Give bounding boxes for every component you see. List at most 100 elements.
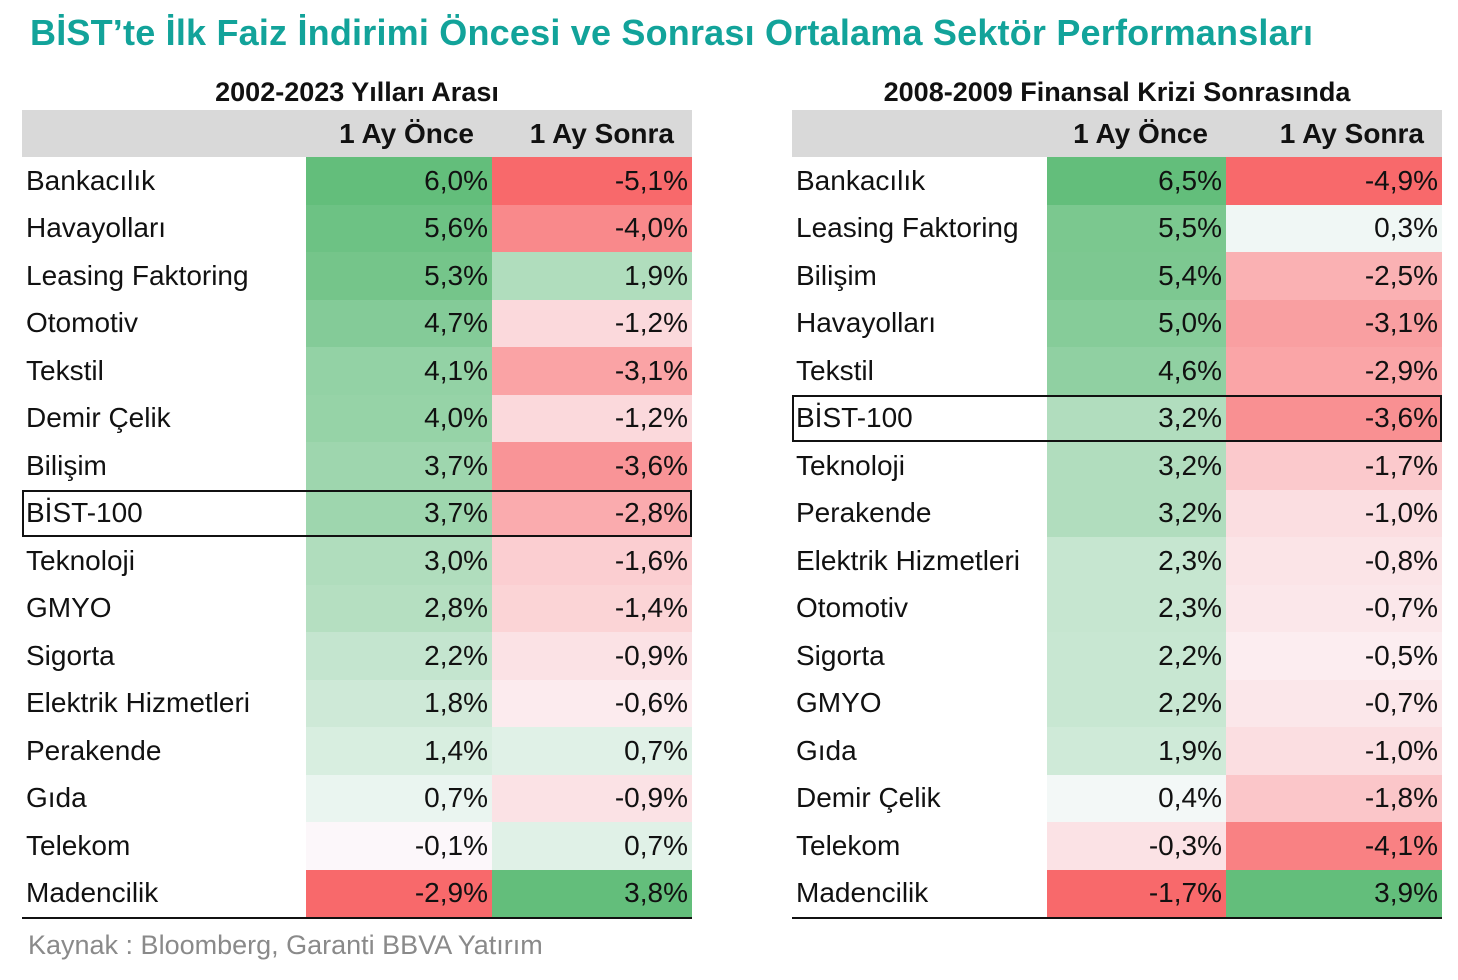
table-row: Tekstil 4,6% -2,9% (792, 347, 1442, 395)
sector-label: Leasing Faktoring (26, 259, 249, 291)
sector-label: Sigorta (26, 639, 115, 671)
value-before-cell: -0,3% (1047, 822, 1226, 870)
sector-label: Otomotiv (796, 592, 909, 624)
sector-label: GMYO (796, 687, 882, 719)
value-after-cell: -0,5% (1226, 632, 1442, 680)
table-row: Elektrik Hizmetleri 2,3% -0,8% (792, 537, 1442, 585)
table-body: Bankacılık 6,5% -4,9% Leasing Faktoring 5,5%… (792, 157, 1442, 919)
value-before-cell: 3,7% (306, 442, 492, 490)
value-before-cell: 4,7% (306, 299, 492, 347)
value-after-cell: -5,1% (492, 157, 692, 205)
sector-label: Sigorta (796, 639, 885, 671)
table-row-highlighted: BİST-100 3,2% -3,6% (792, 394, 1442, 442)
value-after-cell: -1,2% (492, 394, 692, 442)
sector-label: Perakende (26, 734, 162, 766)
table-row: Otomotiv 4,7% -1,2% (22, 299, 692, 347)
value-before-cell: 2,2% (1047, 679, 1226, 727)
value-before-cell: 2,3% (1047, 537, 1226, 585)
value-after-cell: -3,1% (1226, 299, 1442, 347)
table-row: Otomotiv 2,3% -0,7% (792, 584, 1442, 632)
sector-label: Demir Çelik (796, 782, 941, 814)
value-after-cell: -0,7% (1226, 584, 1442, 632)
sector-label: Tekstil (796, 354, 874, 386)
value-before-cell: -2,9% (306, 869, 492, 917)
value-after-cell: -1,0% (1226, 727, 1442, 775)
sector-label: Teknoloji (796, 449, 905, 481)
sector-label: Gıda (796, 734, 857, 766)
table-row: Madencilik -2,9% 3,8% (22, 869, 692, 917)
value-before-cell: 5,3% (306, 252, 492, 300)
value-before-cell: 5,0% (1047, 299, 1226, 347)
sector-label: Bankacılık (796, 164, 926, 196)
sector-label: Elektrik Hizmetleri (26, 687, 251, 719)
value-after-cell: 3,9% (1226, 869, 1442, 917)
value-after-cell: -3,1% (492, 347, 692, 395)
value-before-cell: 3,7% (306, 489, 492, 537)
sector-label: Havayolları (796, 307, 937, 339)
table-row-highlighted: BİST-100 3,7% -2,8% (22, 489, 692, 537)
table-2002-2023: 2002-2023 Yılları Arası 1 Ay Önce 1 Ay S… (22, 74, 692, 919)
value-after-cell: -0,9% (492, 632, 692, 680)
sector-label: Bilişim (796, 259, 877, 291)
value-after-cell: -2,9% (1226, 347, 1442, 395)
sector-label: BİST-100 (796, 402, 913, 434)
value-before-cell: 1,4% (306, 727, 492, 775)
value-before-cell: 0,7% (306, 774, 492, 822)
value-after-cell: -1,6% (492, 537, 692, 585)
chart-title: BİST’te İlk Faiz İndirimi Öncesi ve Sonr… (30, 12, 1314, 53)
table-subtitle: 2002-2023 Yılları Arası (215, 77, 499, 107)
value-after-cell: -3,6% (492, 442, 692, 490)
value-after-cell: -1,8% (1226, 774, 1442, 822)
sector-label: Tekstil (26, 354, 104, 386)
table-subtitle: 2008-2009 Finansal Krizi Sonrasında (883, 77, 1351, 107)
table-row: Havayolları 5,0% -3,1% (792, 299, 1442, 347)
table-row: Leasing Faktoring 5,3% 1,9% (22, 252, 692, 300)
table-header: 1 Ay Önce 1 Ay Sonra (22, 110, 692, 157)
table-row: Havayolları 5,6% -4,0% (22, 204, 692, 252)
table-row: Gıda 0,7% -0,9% (22, 774, 692, 822)
table-row: Demir Çelik 4,0% -1,2% (22, 394, 692, 442)
sector-label: Otomotiv (26, 307, 139, 339)
value-after-cell: -1,2% (492, 299, 692, 347)
value-after-cell: -2,8% (492, 489, 692, 537)
table-row: Madencilik -1,7% 3,9% (792, 869, 1442, 917)
value-after-cell: -4,0% (492, 204, 692, 252)
value-before-cell: 1,8% (306, 679, 492, 727)
table-row: Sigorta 2,2% -0,5% (792, 632, 1442, 680)
value-after-cell: -4,9% (1226, 157, 1442, 205)
table-row: Bilişim 3,7% -3,6% (22, 442, 692, 490)
source-note: Kaynak : Bloomberg, Garanti BBVA Yatırım (28, 930, 543, 960)
value-before-cell: 4,1% (306, 347, 492, 395)
table-row: GMYO 2,2% -0,7% (792, 679, 1442, 727)
value-after-cell: -0,6% (492, 679, 692, 727)
table-row: Sigorta 2,2% -0,9% (22, 632, 692, 680)
sector-label: Leasing Faktoring (796, 212, 1019, 244)
value-after-cell: -0,9% (492, 774, 692, 822)
header-after: 1 Ay Sonra (529, 117, 674, 149)
header-sector (22, 110, 306, 157)
value-before-cell: 2,8% (306, 584, 492, 632)
sector-label: GMYO (26, 592, 112, 624)
sector-label: BİST-100 (26, 497, 143, 529)
value-before-cell: 4,0% (306, 394, 492, 442)
table-row: Telekom -0,3% -4,1% (792, 822, 1442, 870)
table-row: Perakende 3,2% -1,0% (792, 489, 1442, 537)
value-after-cell: 0,7% (492, 822, 692, 870)
value-before-cell: 2,3% (1047, 584, 1226, 632)
value-before-cell: 1,9% (1047, 727, 1226, 775)
table-row: Perakende 1,4% 0,7% (22, 727, 692, 775)
value-after-cell: -0,8% (1226, 537, 1442, 585)
sector-label: Perakende (796, 497, 932, 529)
value-after-cell: 0,7% (492, 727, 692, 775)
table-row: Tekstil 4,1% -3,1% (22, 347, 692, 395)
value-after-cell: -1,7% (1226, 442, 1442, 490)
sector-label: Bankacılık (26, 164, 156, 196)
value-before-cell: 3,2% (1047, 442, 1226, 490)
table-row: Bankacılık 6,0% -5,1% (22, 157, 692, 205)
table-row: Elektrik Hizmetleri 1,8% -0,6% (22, 679, 692, 727)
value-before-cell: -0,1% (306, 822, 492, 870)
sector-label: Telekom (26, 829, 131, 861)
table-row: Teknoloji 3,0% -1,6% (22, 537, 692, 585)
sector-label: Gıda (26, 782, 87, 814)
table-row: Bilişim 5,4% -2,5% (792, 252, 1442, 300)
